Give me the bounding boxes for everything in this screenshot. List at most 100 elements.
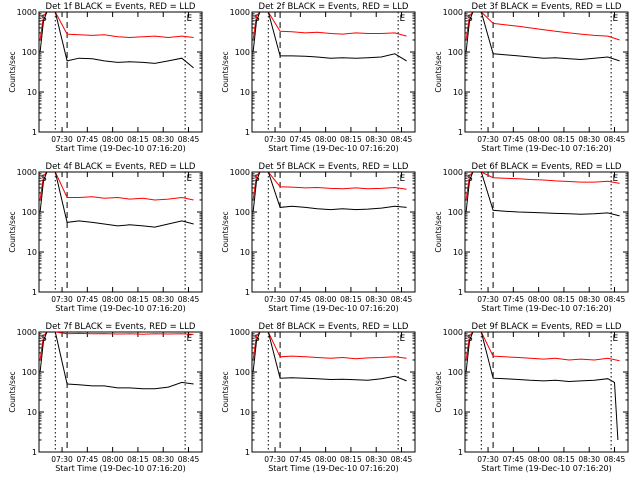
end-marker: E — [613, 14, 619, 24]
lld-series-line — [252, 11, 407, 41]
x-axis-label: Start Time (19-Dec-10 07:16:20) — [268, 144, 399, 153]
x-tick-label: 08:45 — [604, 455, 626, 464]
x-tick-label: 08:00 — [102, 135, 124, 144]
x-tick-label: 08:00 — [315, 135, 337, 144]
x-tick-label: 08:15 — [127, 135, 149, 144]
x-tick-label: 07:30 — [477, 135, 499, 144]
y-tick-label: 1 — [32, 288, 37, 297]
panel-title: Det 5f BLACK = Events, RED = LLD — [259, 162, 409, 172]
y-tick-label: 1 — [458, 128, 463, 137]
y-axis-label: Counts/sec — [434, 51, 443, 92]
x-tick-label: 08:30 — [578, 135, 600, 144]
panel-title: Det 4f BLACK = Events, RED = LLD — [46, 162, 196, 172]
x-tick-label: 08:45 — [604, 295, 626, 304]
y-tick-label: 10 — [453, 248, 463, 257]
y-axis-label: Counts/sec — [8, 51, 17, 92]
events-series-line — [465, 331, 619, 441]
y-axis-label: Counts/sec — [8, 371, 17, 412]
x-tick-label: 07:30 — [51, 455, 73, 464]
events-series-line — [252, 331, 407, 382]
end-marker: E — [400, 334, 406, 344]
y-tick-label: 100 — [235, 48, 250, 57]
x-tick-label: 07:45 — [77, 295, 99, 304]
y-tick-label: 1000 — [443, 8, 463, 17]
x-tick-label: 08:45 — [178, 455, 200, 464]
y-tick-label: 100 — [235, 368, 250, 377]
x-axis-label: Start Time (19-Dec-10 07:16:20) — [55, 464, 186, 473]
x-tick-label: 08:15 — [553, 455, 575, 464]
y-axis-label: Counts/sec — [434, 211, 443, 252]
detector-panel: Det 4f BLACK = Events, RED = LLD 1 10 100 10… — [8, 162, 203, 313]
x-axis-label: Start Time (19-Dec-10 07:16:20) — [55, 304, 186, 313]
end-marker: E — [187, 334, 193, 344]
plot-frame — [464, 171, 629, 293]
detector-panel: Det 8f BLACK = Events, RED = LLD 1 10 100 10… — [221, 322, 416, 473]
y-tick-label: 1000 — [230, 8, 250, 17]
detector-panel: Det 2f BLACK = Events, RED = LLD 1 10 100 10… — [221, 2, 416, 153]
events-series-line — [465, 11, 620, 62]
x-tick-label: 07:30 — [264, 295, 286, 304]
events-series-line — [39, 11, 194, 69]
y-tick-label: 100 — [448, 48, 463, 57]
x-tick-label: 07:45 — [77, 135, 99, 144]
panel-title: Det 1f BLACK = Events, RED = LLD — [46, 2, 196, 12]
y-tick-label: 1000 — [17, 8, 37, 17]
x-tick-label: 07:30 — [477, 295, 499, 304]
plot-frame — [38, 11, 203, 133]
y-tick-label: 10 — [27, 248, 37, 257]
plot-frame — [38, 171, 203, 293]
x-axis-label: Start Time (19-Dec-10 07:16:20) — [481, 304, 612, 313]
y-axis-label: Counts/sec — [221, 51, 230, 92]
y-tick-label: 1 — [245, 128, 250, 137]
y-tick-label: 1000 — [443, 328, 463, 337]
x-tick-label: 07:30 — [51, 135, 73, 144]
x-tick-label: 08:15 — [127, 455, 149, 464]
x-tick-label: 07:45 — [503, 135, 525, 144]
events-series-line — [252, 11, 407, 62]
x-tick-label: 08:15 — [340, 455, 362, 464]
panel-title: Det 3f BLACK = Events, RED = LLD — [472, 2, 622, 12]
y-tick-label: 1 — [32, 448, 37, 457]
x-tick-label: 07:45 — [290, 135, 312, 144]
events-series-line — [465, 171, 620, 217]
x-axis-label: Start Time (19-Dec-10 07:16:20) — [268, 304, 399, 313]
x-axis-label: Start Time (19-Dec-10 07:16:20) — [481, 464, 612, 473]
y-tick-label: 10 — [453, 88, 463, 97]
x-tick-label: 07:45 — [503, 295, 525, 304]
plot-frame — [38, 331, 203, 453]
detector-panel: Det 3f BLACK = Events, RED = LLD 1 10 100 10… — [434, 2, 629, 153]
y-tick-label: 10 — [27, 408, 37, 417]
x-tick-label: 08:45 — [178, 295, 200, 304]
lld-series-line — [252, 331, 407, 361]
y-tick-label: 1 — [245, 448, 250, 457]
x-tick-label: 08:45 — [391, 295, 413, 304]
y-tick-label: 1 — [458, 448, 463, 457]
x-tick-label: 08:30 — [365, 135, 387, 144]
plot-frame — [251, 171, 416, 293]
lld-series-line — [465, 331, 620, 362]
panel-title: Det 8f BLACK = Events, RED = LLD — [259, 322, 409, 332]
x-tick-label: 07:30 — [477, 455, 499, 464]
y-tick-label: 1000 — [443, 168, 463, 177]
x-axis-label: Start Time (19-Dec-10 07:16:20) — [481, 144, 612, 153]
panel-title: Det 2f BLACK = Events, RED = LLD — [259, 2, 409, 12]
lld-series-line — [39, 331, 194, 361]
y-tick-label: 100 — [448, 368, 463, 377]
y-tick-label: 10 — [240, 408, 250, 417]
y-axis-label: Counts/sec — [221, 211, 230, 252]
y-tick-label: 1000 — [230, 168, 250, 177]
detector-panel: Det 6f BLACK = Events, RED = LLD 1 10 100 10… — [434, 162, 629, 313]
y-axis-label: Counts/sec — [221, 371, 230, 412]
y-tick-label: 1 — [32, 128, 37, 137]
y-tick-label: 1 — [458, 288, 463, 297]
y-axis-label: Counts/sec — [434, 371, 443, 412]
end-marker: E — [613, 334, 619, 344]
y-tick-label: 10 — [27, 88, 37, 97]
x-tick-label: 07:45 — [503, 455, 525, 464]
x-tick-label: 07:45 — [290, 295, 312, 304]
plot-frame — [251, 331, 416, 453]
y-tick-label: 1000 — [230, 328, 250, 337]
x-tick-label: 07:45 — [290, 455, 312, 464]
y-tick-label: 1000 — [17, 168, 37, 177]
